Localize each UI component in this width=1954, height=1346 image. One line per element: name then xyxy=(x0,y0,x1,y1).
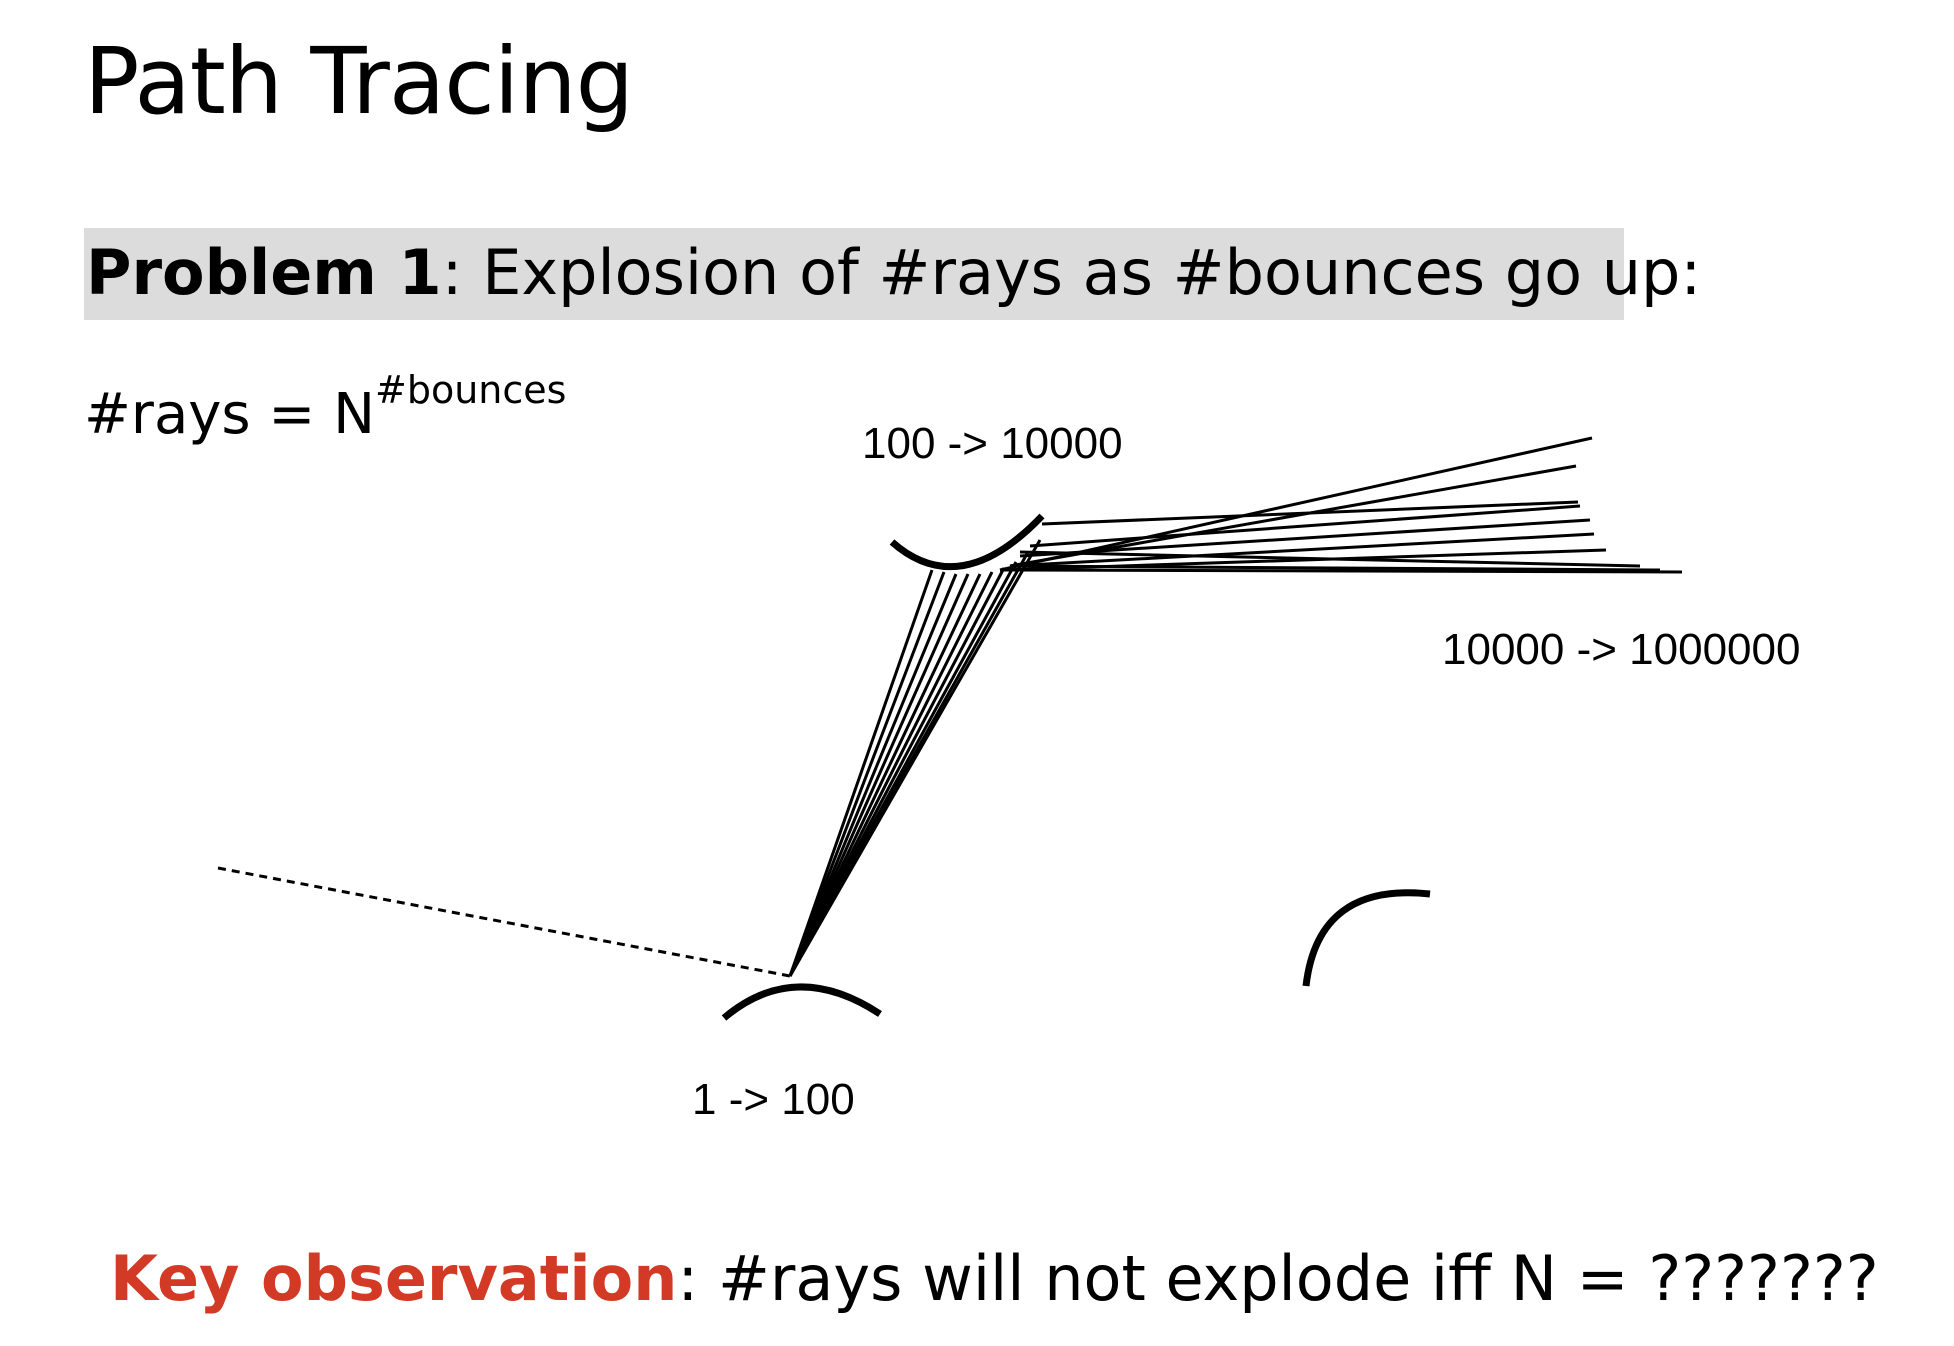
formula-base: #rays = N xyxy=(84,382,375,447)
second-surface-arc xyxy=(889,513,1045,571)
third-surface-arc xyxy=(1302,889,1431,987)
problem-label: Problem 1 xyxy=(86,236,442,309)
key-observation: Key observation: #rays will not explode … xyxy=(110,1242,1879,1315)
ray-count-formula: #rays = N#bounces xyxy=(84,371,566,447)
formula-exponent: #bounces xyxy=(375,368,567,412)
second-bounce-label: 100 -> 10000 xyxy=(862,419,1123,468)
first-bounce-ray-bundle xyxy=(788,539,1042,977)
second-bounce-ray-bundle xyxy=(999,436,1683,574)
first-surface-arc xyxy=(721,983,882,1021)
incoming-camera-ray xyxy=(217,866,791,978)
third-bounce-label: 10000 -> 1000000 xyxy=(1442,625,1800,674)
first-bounce-label: 1 -> 100 xyxy=(692,1075,855,1124)
slide-title: Path Tracing xyxy=(84,28,634,135)
problem-highlight-box xyxy=(84,228,1624,320)
problem-statement: Problem 1: Explosion of #rays as #bounce… xyxy=(86,236,1701,309)
key-observation-text: : #rays will not explode iff N = ??????? xyxy=(677,1242,1879,1315)
problem-description: : Explosion of #rays as #bounces go up: xyxy=(441,236,1702,309)
key-observation-label: Key observation xyxy=(110,1242,678,1315)
